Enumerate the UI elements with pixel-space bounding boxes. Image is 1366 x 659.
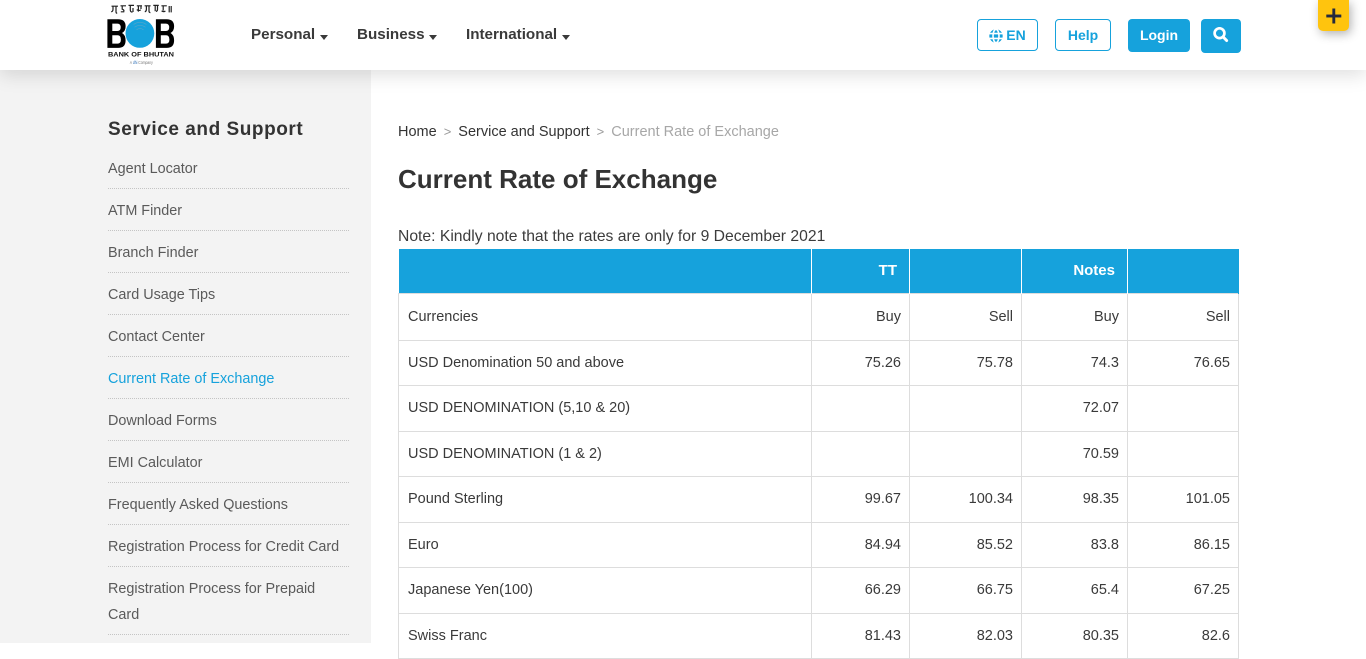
svg-text:BANK OF BHUTAN: BANK OF BHUTAN [108, 52, 174, 59]
svg-text:A dhi Company: A dhi Company [130, 60, 154, 65]
